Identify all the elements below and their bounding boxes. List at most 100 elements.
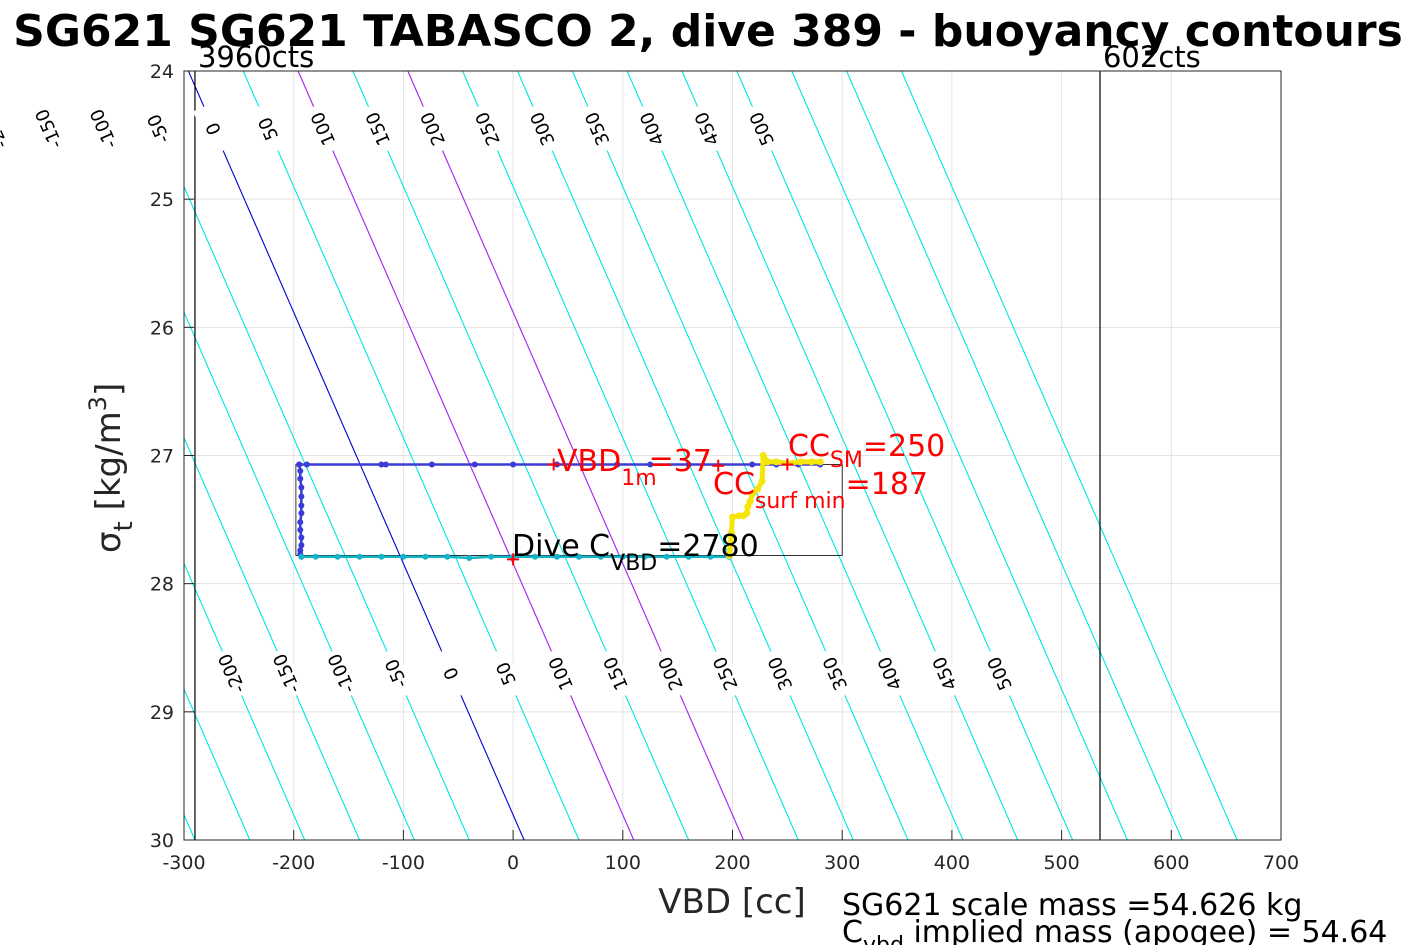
contour-label-bg [686, 102, 726, 156]
series-dive_top-point [382, 461, 389, 468]
series-surface-point [759, 452, 767, 459]
buoyancy-contour [352, 71, 690, 840]
implied-mass-text: Cvbd implied mass (apogee) = 54.64 [842, 915, 1387, 945]
buoyancy-contour [791, 71, 1128, 840]
contour-label: 200 [412, 102, 452, 156]
markers [507, 458, 794, 566]
series-surface-point [729, 513, 736, 521]
y-tick-label: 29 [150, 702, 174, 724]
vbd-1m-main: VBD [557, 444, 621, 479]
dive-cvbd-annotation: Dive CVBD=2780 [512, 529, 759, 576]
series-climb-point [422, 553, 429, 560]
cc-surf-min-main: CC [713, 467, 755, 502]
y-tick-label: 26 [150, 317, 174, 339]
buoyancy-contour [846, 71, 1183, 840]
buoyancy-contour [0, 71, 30, 840]
contour-label-bg [430, 647, 471, 701]
series-surface-point [748, 490, 756, 498]
series-surface-point [725, 551, 733, 559]
y-tick-label: 24 [150, 61, 174, 83]
buoyancy-contour [571, 71, 909, 840]
contour-label-bg [814, 647, 855, 701]
series-climb-point [532, 553, 539, 560]
series-surface-point [754, 485, 762, 493]
contour-label: -50 [138, 102, 178, 156]
y-axis-label-close: ] [89, 383, 129, 396]
series-surface-point [746, 498, 754, 506]
series-dive-point [297, 526, 304, 533]
series-dive_top-point [510, 461, 517, 468]
contour-label-bg [741, 102, 781, 156]
series-surface-point [772, 458, 780, 466]
buoyancy-contour [736, 71, 1074, 840]
buoyancy-contour [0, 71, 85, 840]
contour-label-bg [704, 647, 745, 701]
contour-label-bg [28, 102, 68, 156]
contour-label: 0 [430, 647, 471, 701]
vbd-1m-value: =37 [649, 444, 712, 479]
y-tick-label: 30 [150, 830, 174, 852]
marker-cross [712, 459, 725, 472]
series-climb-point [378, 553, 385, 560]
cc-sm-value: =250 [863, 429, 945, 464]
contour-label-bg [485, 647, 525, 701]
series-dive-point [298, 534, 305, 541]
contour-label-bg [576, 102, 617, 156]
series-dive-point [298, 493, 305, 500]
cc-surf-min-value: =187 [846, 467, 928, 502]
contour-label-bg [979, 647, 1019, 701]
contour-label-bg [192, 102, 233, 156]
buoyancy-contour [407, 71, 744, 840]
series-climb-point [619, 553, 626, 560]
series-surface-point [764, 458, 772, 466]
series-dive_top-point [296, 461, 303, 468]
contour-label-bg [321, 647, 361, 701]
implied-mass-main: C [842, 915, 863, 945]
contour-label-bg [83, 102, 123, 156]
series-dive-point [297, 519, 304, 526]
series-climb-point [356, 553, 363, 560]
buoyancy-contour [900, 71, 1238, 840]
contour-label: -100 [83, 102, 123, 156]
contour-lines [0, 71, 1238, 840]
x-tick-label: 500 [1043, 852, 1079, 874]
series-dive_top-point [378, 461, 385, 468]
contour-label-bg [211, 647, 251, 701]
series-dive_top-point [685, 461, 692, 468]
cc-sm-annotation: CCSM=250 [788, 429, 945, 473]
series-dive-point [298, 510, 305, 517]
contour-label-text: -200 [0, 106, 12, 152]
y-tick-label: 27 [150, 446, 174, 468]
cc-surf-min-annotation: CCsurf min=187 [713, 467, 928, 514]
series-climb-point [312, 553, 319, 560]
buoyancy-contour [626, 71, 964, 840]
series-dive_top-point [749, 461, 756, 468]
implied-mass-sub: vbd [863, 933, 904, 945]
contour-label-bg [138, 102, 178, 156]
series-climb-point [707, 553, 714, 560]
vbd-limit-label-min: 3960cts [198, 40, 314, 74]
dive-cvbd-main: Dive C [512, 529, 610, 564]
series-climb-point [334, 553, 341, 560]
contour-label-bg [869, 647, 909, 701]
scale-mass-text: SG621 scale mass =54.626 kg [842, 888, 1302, 923]
x-tick-label: 0 [507, 852, 519, 874]
marker-cross [507, 553, 520, 566]
buoyancy-contour [681, 71, 1019, 840]
chart-title: SG621 SG621 TABASCO 2, dive 389 - buoyan… [13, 6, 1403, 57]
contour-label-bg [522, 102, 562, 156]
series-climb-point [298, 553, 305, 560]
contour-label-bg [650, 647, 690, 701]
buoyancy-contour [516, 71, 854, 840]
series-climb-point [553, 553, 560, 560]
series-surface-point [743, 509, 751, 517]
buoyancy-contour [184, 310, 415, 840]
series-climb-point [575, 553, 582, 560]
x-tick-label: 200 [714, 852, 750, 874]
x-axis-label: VBD [cc] [658, 882, 806, 922]
vbd-limit-lines [194, 71, 1101, 840]
contour-label-bg [247, 102, 288, 156]
series-surface-point [758, 477, 766, 485]
x-tick-label: 100 [605, 852, 641, 874]
